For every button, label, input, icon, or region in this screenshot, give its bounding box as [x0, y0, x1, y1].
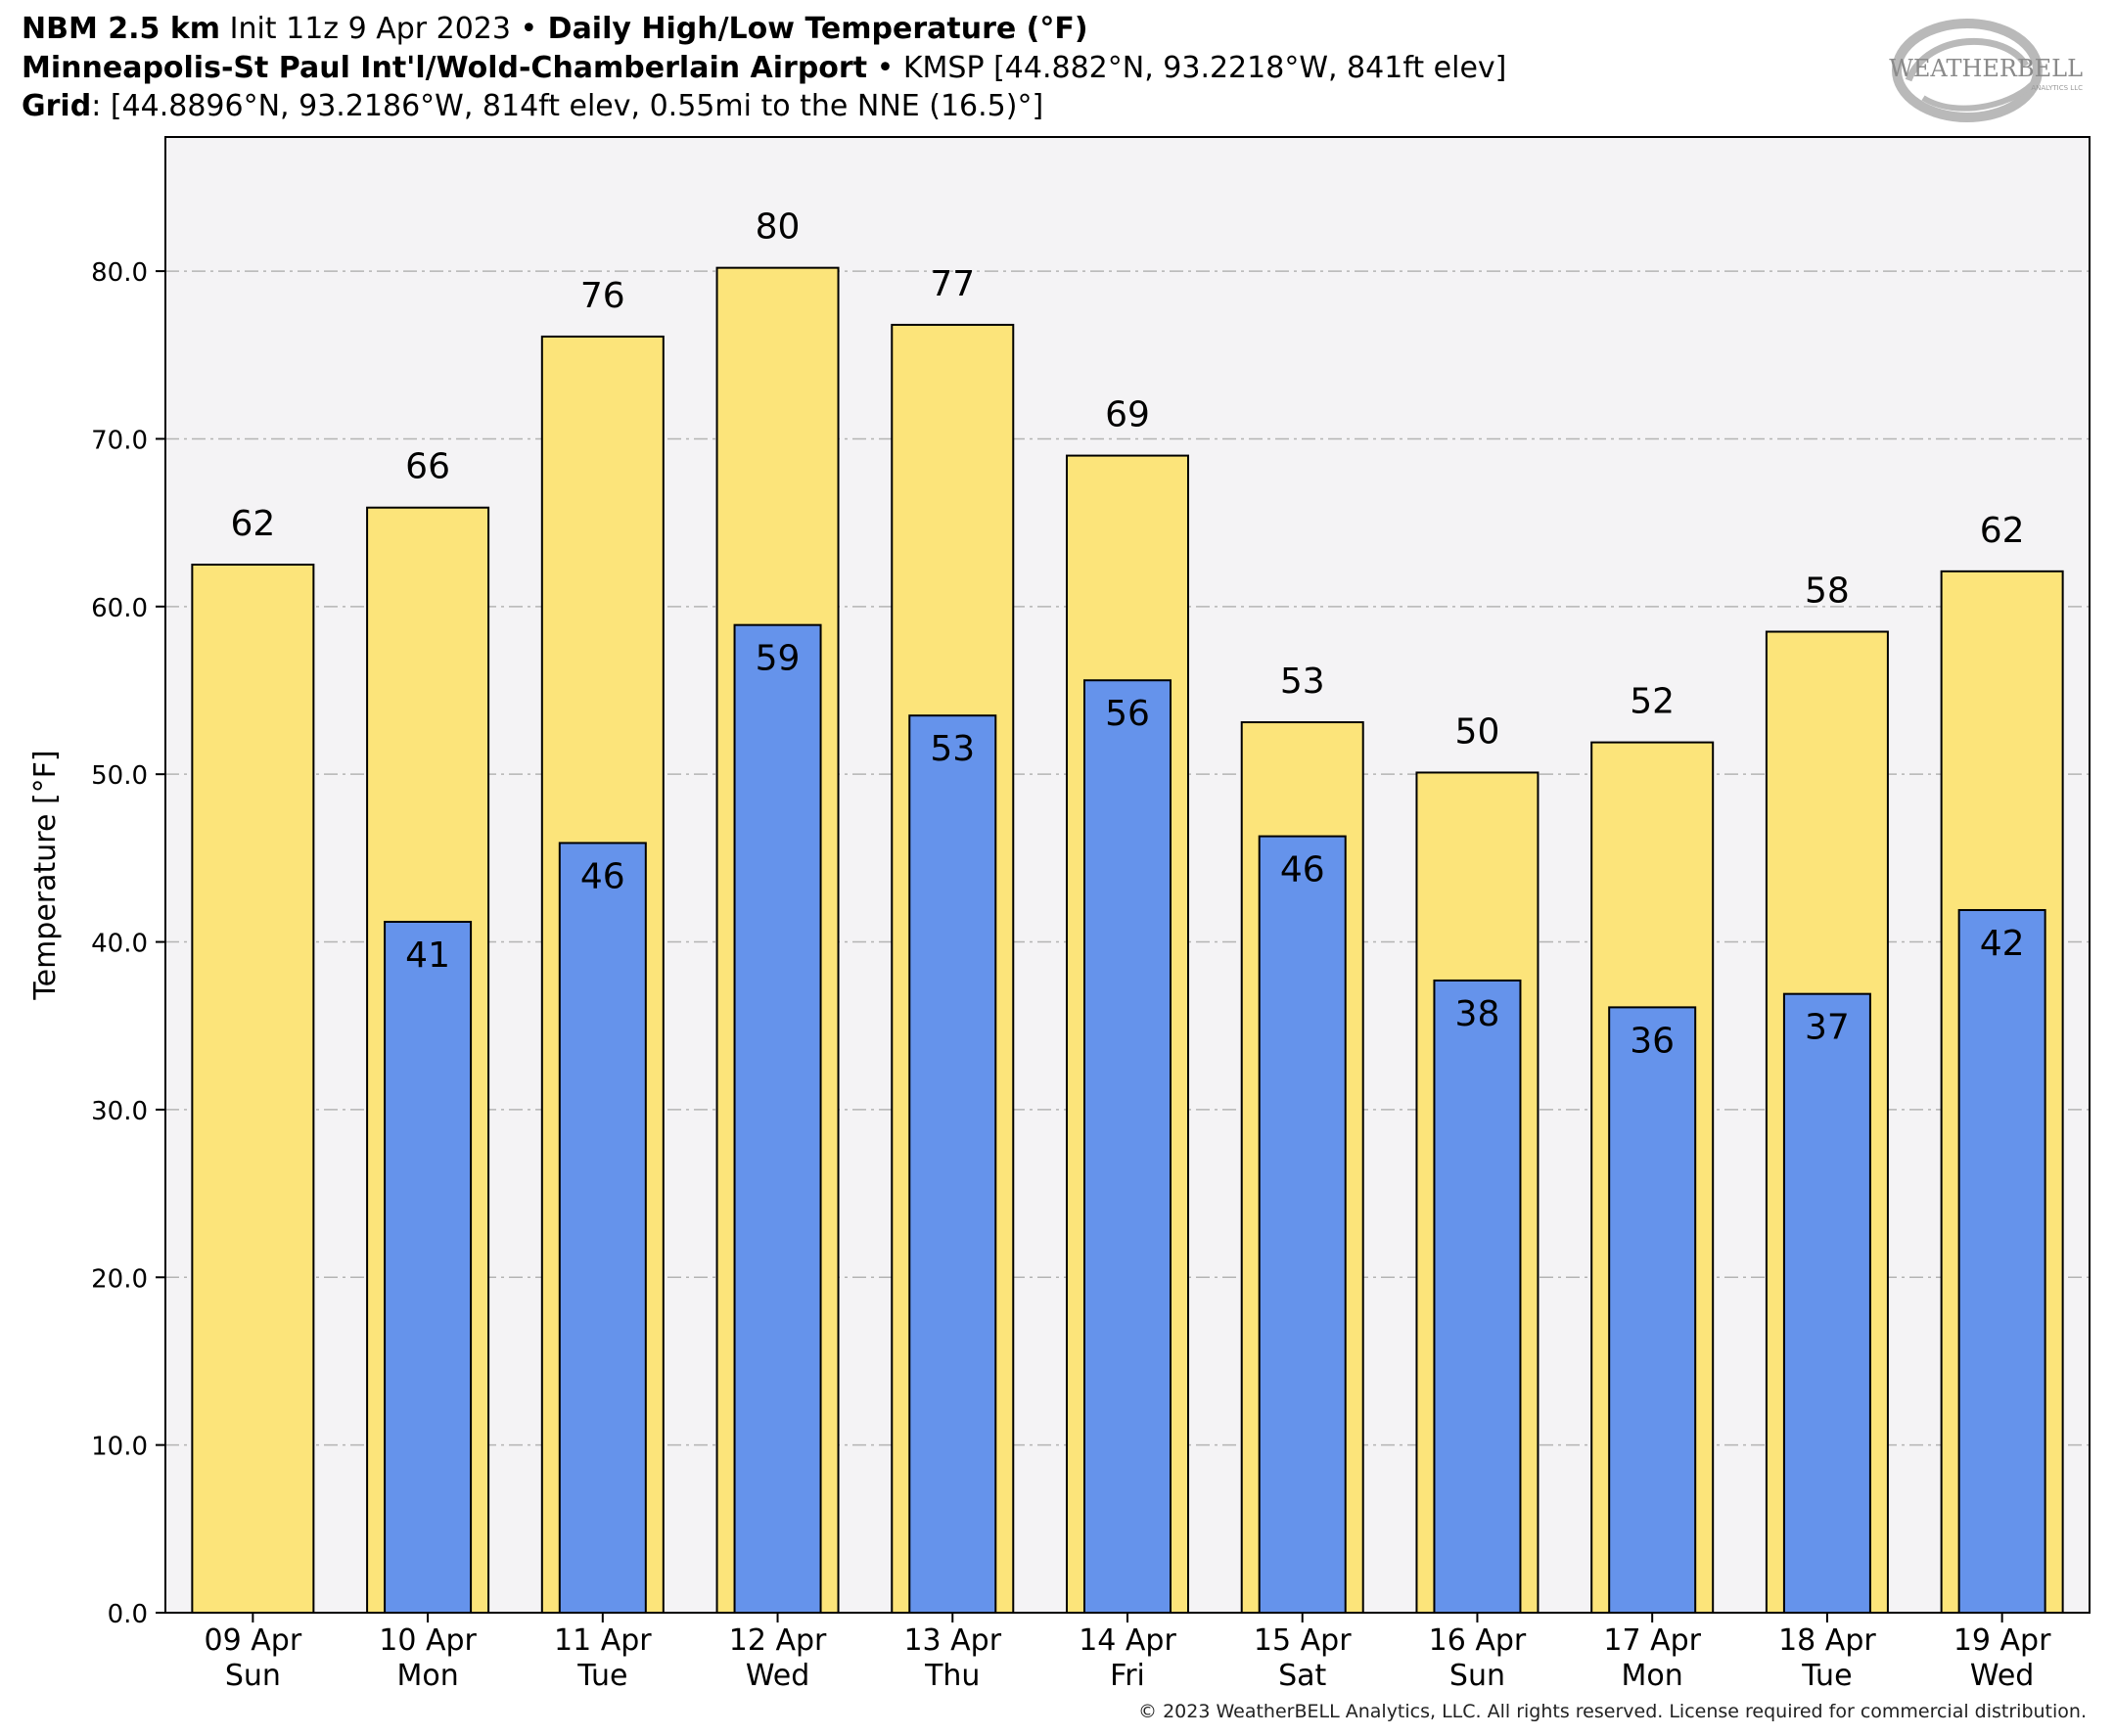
low-temp-bar: [558, 842, 647, 1614]
low-temp-bar: [1258, 835, 1347, 1614]
logo-text: WEATHERBELL: [1889, 55, 2083, 82]
bars: 62 66 41 76 46 80 59 77 53 69 56 53 46 50 38 52 36 58 37 62…: [191, 207, 2064, 1615]
station-info: KMSP [44.882°N, 93.2218°W, 841ft elev]: [894, 51, 1507, 85]
x-tick-date: 12 Apr: [729, 1623, 827, 1658]
station-name: Minneapolis-St Paul Int'l/Wold-Chamberla…: [22, 51, 868, 85]
y-tick-label: 60.0: [91, 594, 148, 623]
y-tick-label: 50.0: [91, 761, 148, 791]
x-tick-weekday: Fri: [1110, 1659, 1145, 1693]
axes: 0.0 10.0 20.0 30.0 40.0 50.0 60.0 70.0 80.0 09 Ap…: [91, 258, 2051, 1693]
high-temp-label: 52: [1630, 682, 1675, 722]
bullet-1: •: [520, 12, 538, 46]
product-name: Daily High/Low Temperature (°F): [537, 12, 1088, 46]
x-tick-date: 18 Apr: [1778, 1623, 1876, 1658]
grid-info: : [44.8896°N, 93.2186°W, 814ft elev, 0.5…: [91, 89, 1044, 123]
x-tick-date: 14 Apr: [1079, 1623, 1176, 1658]
low-temp-bar: [1782, 992, 1871, 1614]
init-time: Init 11z 9 Apr 2023: [220, 12, 521, 46]
low-temp-label: 42: [1980, 924, 2025, 964]
y-tick-label: 80.0: [91, 258, 148, 288]
high-temp-label: 76: [580, 276, 625, 316]
grid-label: Grid: [22, 89, 92, 123]
high-temp-label: 80: [756, 207, 801, 248]
high-temp-label: 66: [405, 447, 450, 487]
low-temp-bar: [1083, 679, 1172, 1614]
y-axis-label: Temperature [°F]: [28, 750, 63, 1000]
low-temp-label: 37: [1805, 1008, 1850, 1048]
title-line-3: Grid: [44.8896°N, 93.2186°W, 814ft elev,…: [22, 87, 1043, 126]
low-temp-label: 38: [1455, 994, 1500, 1034]
x-tick-date: 16 Apr: [1429, 1623, 1527, 1658]
high-temp-label: 62: [230, 504, 275, 544]
low-temp-label: 56: [1105, 694, 1150, 734]
y-tick-label: 20.0: [91, 1264, 148, 1294]
high-temp-bar: [191, 563, 315, 1614]
low-temp-bar: [1608, 1006, 1697, 1615]
high-temp-label: 50: [1455, 711, 1500, 752]
low-temp-bar: [733, 623, 822, 1614]
low-temp-bar: [908, 714, 997, 1614]
x-tick-date: 11 Apr: [554, 1623, 652, 1658]
logo-subtext: ANALYTICS LLC: [2031, 84, 2083, 92]
logo-swirl-icon: [1892, 19, 2043, 122]
y-tick-label: 30.0: [91, 1097, 148, 1126]
x-tick-weekday: Sun: [1449, 1659, 1505, 1693]
x-tick-weekday: Wed: [1970, 1659, 2034, 1693]
low-temp-bar: [1957, 908, 2046, 1614]
low-temp-label: 36: [1630, 1021, 1675, 1061]
x-tick-weekday: Thu: [924, 1659, 980, 1693]
model-name: NBM 2.5 km: [22, 12, 221, 46]
low-temp-label: 41: [405, 936, 450, 976]
high-temp-label: 53: [1280, 662, 1325, 702]
x-tick-weekday: Wed: [746, 1659, 809, 1693]
copyright-notice: © 2023 WeatherBELL Analytics, LLC. All r…: [1138, 1701, 2087, 1722]
x-tick-weekday: Sat: [1278, 1659, 1326, 1693]
x-tick-date: 17 Apr: [1603, 1623, 1701, 1658]
x-tick-date: 13 Apr: [903, 1623, 1001, 1658]
y-tick-label: 0.0: [108, 1600, 148, 1629]
x-tick-date: 09 Apr: [205, 1623, 302, 1658]
x-tick-weekday: Sun: [225, 1659, 281, 1693]
high-temp-label: 62: [1980, 511, 2025, 551]
x-tick-weekday: Mon: [396, 1659, 458, 1693]
x-tick-date: 19 Apr: [1953, 1623, 2051, 1658]
y-tick-label: 70.0: [91, 426, 148, 455]
low-temp-label: 46: [580, 856, 625, 896]
x-tick-weekday: Mon: [1622, 1659, 1683, 1693]
low-temp-label: 59: [756, 639, 801, 679]
high-temp-label: 77: [930, 264, 975, 304]
bullet-2: •: [876, 51, 895, 85]
title-line-1: NBM 2.5 km Init 11z 9 Apr 2023 • Daily H…: [22, 10, 1088, 49]
y-tick-label: 10.0: [91, 1433, 148, 1462]
low-temp-label: 46: [1280, 850, 1325, 891]
low-temp-bar: [384, 920, 473, 1614]
x-tick-date: 10 Apr: [379, 1623, 477, 1658]
high-temp-label: 58: [1805, 571, 1850, 612]
weatherbell-logo: WEATHERBELL ANALYTICS LLC: [1889, 19, 2083, 122]
high-temp-label: 69: [1105, 395, 1150, 435]
x-tick-date: 15 Apr: [1254, 1623, 1352, 1658]
y-tick-label: 40.0: [91, 930, 148, 959]
low-temp-label: 53: [930, 729, 975, 769]
title-line-2: Minneapolis-St Paul Int'l/Wold-Chamberla…: [22, 49, 1506, 88]
x-tick-weekday: Tue: [1801, 1659, 1852, 1693]
low-temp-bar: [1433, 979, 1522, 1614]
x-tick-weekday: Tue: [576, 1659, 627, 1693]
